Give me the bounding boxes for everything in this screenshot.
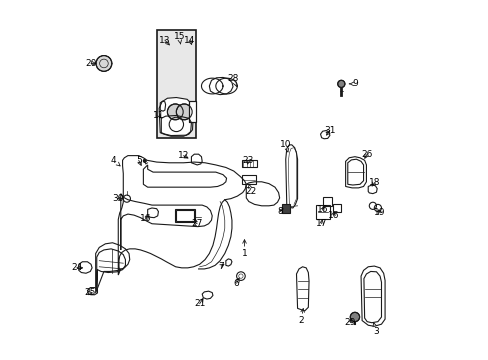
Bar [241,159,256,167]
Polygon shape [159,98,193,136]
Circle shape [349,312,359,321]
Text: 1: 1 [241,240,247,258]
Text: 11: 11 [153,111,164,120]
Text: 4: 4 [111,156,120,166]
Text: 10: 10 [280,140,291,152]
Bar [175,210,194,221]
Bar [322,197,331,206]
Text: 12: 12 [178,151,189,160]
Text: 28: 28 [227,75,238,86]
Circle shape [337,80,344,87]
Bar [242,175,255,184]
Text: 30: 30 [112,194,124,203]
Text: 16: 16 [327,211,339,220]
Text: 27: 27 [191,219,203,228]
Bar [174,209,195,222]
Text: 31: 31 [324,126,335,135]
Text: 22: 22 [245,184,256,196]
Bar [156,30,196,138]
Text: 19: 19 [373,208,385,217]
Text: 15: 15 [173,32,184,44]
Text: 3: 3 [372,323,379,336]
Bar [189,102,195,122]
Text: 16: 16 [140,214,151,223]
Bar [333,204,341,212]
Text: 17: 17 [315,219,326,228]
Text: 24: 24 [71,264,82,273]
Text: 14: 14 [184,36,195,45]
Text: 20: 20 [85,59,97,68]
Text: 5: 5 [136,156,142,165]
Text: 26: 26 [361,150,372,159]
Circle shape [96,55,112,71]
Text: 6: 6 [233,278,239,288]
Text: 21: 21 [194,298,205,308]
Text: 9: 9 [348,80,357,89]
Circle shape [176,104,192,120]
Text: 13: 13 [159,36,170,45]
Text: 7: 7 [218,262,224,271]
Bar [282,204,289,213]
Text: 29: 29 [344,318,355,327]
Text: 8: 8 [277,207,283,216]
Text: 23: 23 [242,156,253,165]
Circle shape [167,104,183,120]
Bar [189,102,195,122]
Text: 16: 16 [316,205,328,214]
Bar [316,205,329,219]
Circle shape [143,159,146,162]
Text: 25: 25 [84,288,95,297]
Text: 2: 2 [298,309,304,325]
Text: 18: 18 [368,178,379,187]
